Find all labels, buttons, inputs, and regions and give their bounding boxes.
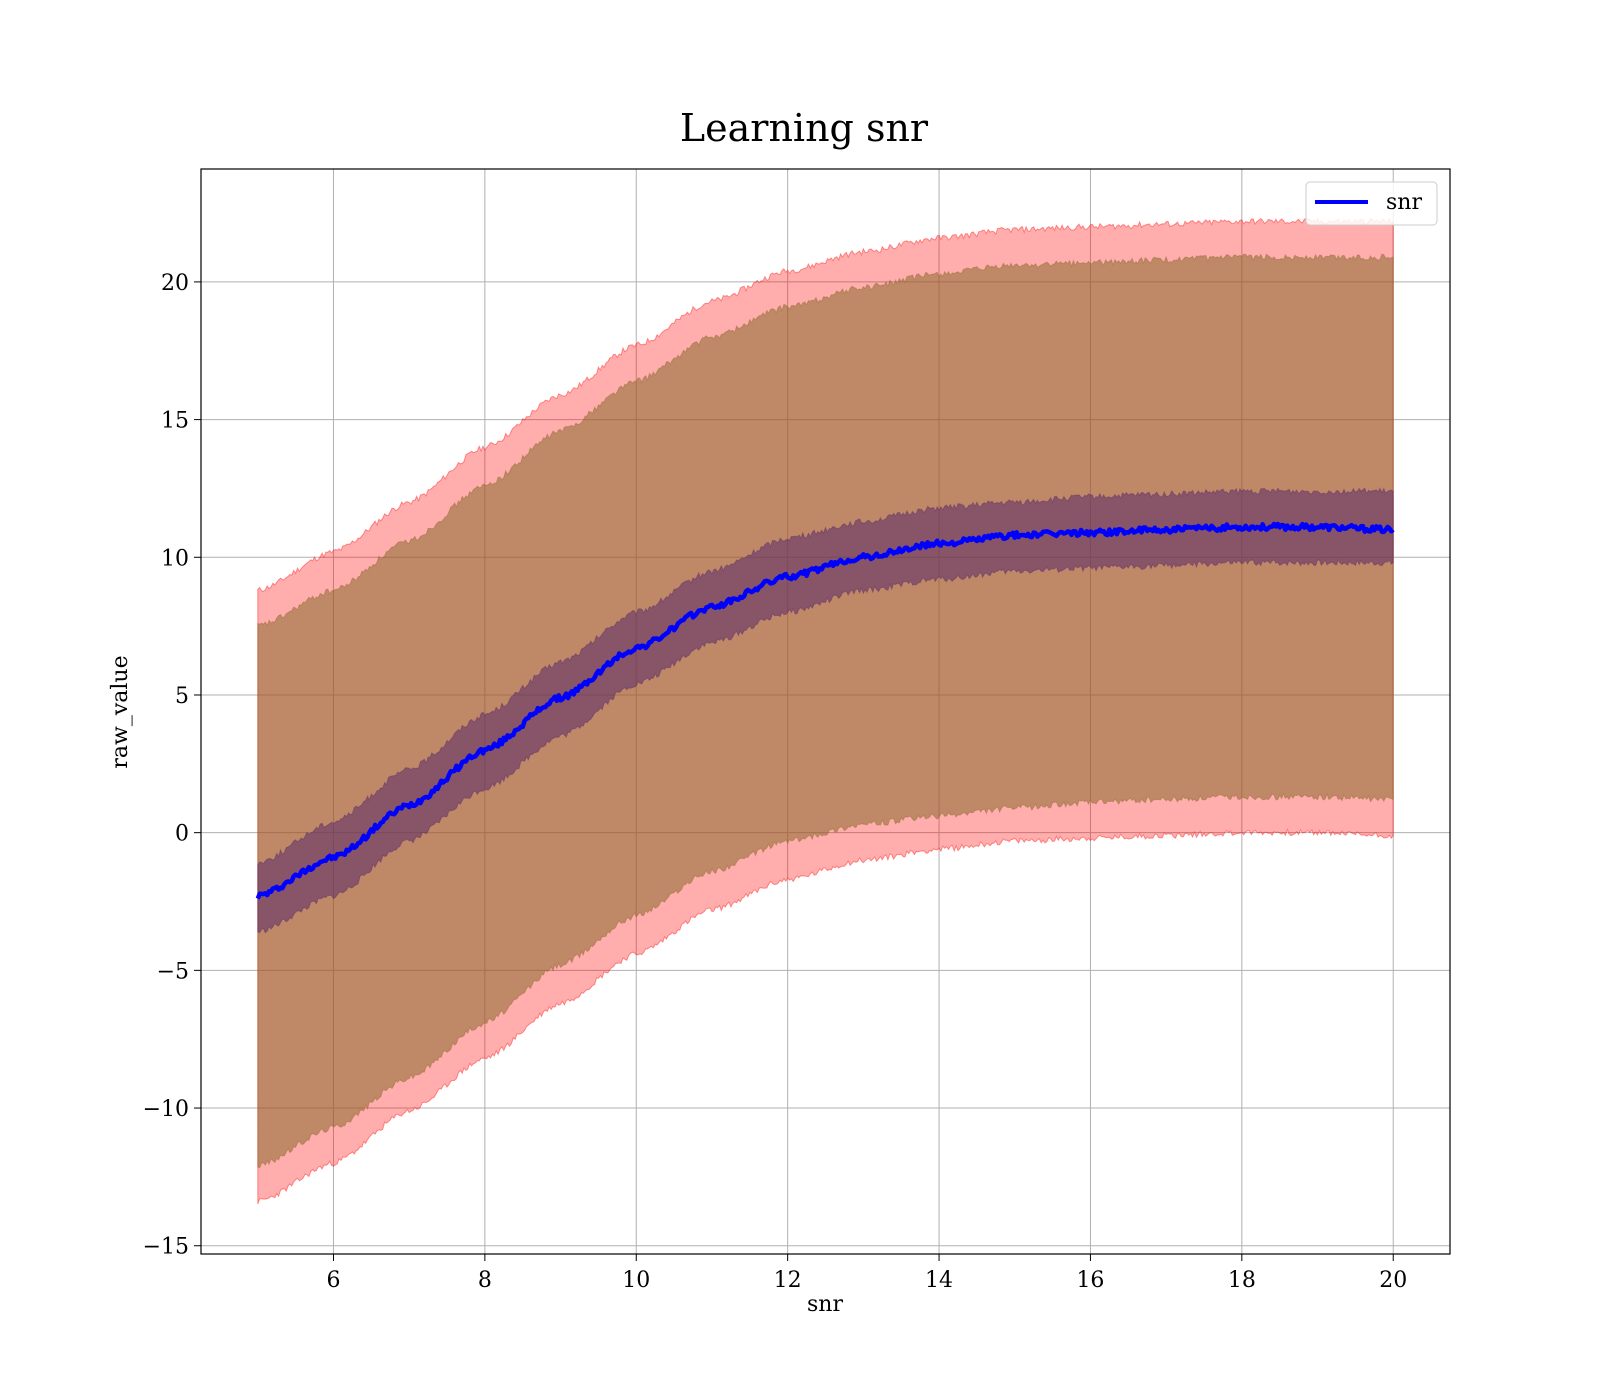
x-tick-label: 18 — [1228, 1268, 1256, 1293]
x-axis-ticks: 6 8 10 12 14 16 18 20 — [326, 1254, 1407, 1293]
x-tick-label: 6 — [326, 1268, 340, 1293]
legend: snr — [1305, 181, 1438, 226]
legend-box — [1305, 181, 1438, 226]
x-axis-title: snr — [807, 1292, 843, 1317]
band-middle — [257, 253, 1394, 1169]
x-tick-label: 12 — [774, 1268, 802, 1293]
x-tick-label: 16 — [1076, 1268, 1104, 1293]
x-tick-label: 14 — [925, 1268, 953, 1293]
x-tick-label: 20 — [1379, 1268, 1407, 1293]
x-tick-label: 10 — [622, 1268, 650, 1293]
confidence-bands — [257, 217, 1394, 1205]
y-tick-label: −15 — [143, 1235, 189, 1260]
x-tick-label: 8 — [478, 1268, 492, 1293]
series-line-snr — [255, 521, 1395, 900]
chart-title: Learning snr — [680, 106, 929, 150]
y-tick-label: 15 — [161, 409, 189, 434]
y-axis-title: raw_value — [108, 655, 133, 768]
band-inner — [257, 487, 1394, 934]
legend-label-snr: snr — [1386, 190, 1422, 215]
y-tick-label: −5 — [157, 959, 189, 984]
y-tick-label: 0 — [175, 822, 189, 847]
y-tick-label: 10 — [161, 546, 189, 571]
y-tick-label: 5 — [175, 684, 189, 709]
series-lines — [255, 521, 1395, 900]
y-tick-label: −10 — [143, 1097, 189, 1122]
plot-frame — [200, 168, 1451, 1255]
y-tick-label: 20 — [161, 271, 189, 296]
y-axis-ticks: −15 −10 −5 0 5 10 15 20 — [143, 271, 201, 1260]
